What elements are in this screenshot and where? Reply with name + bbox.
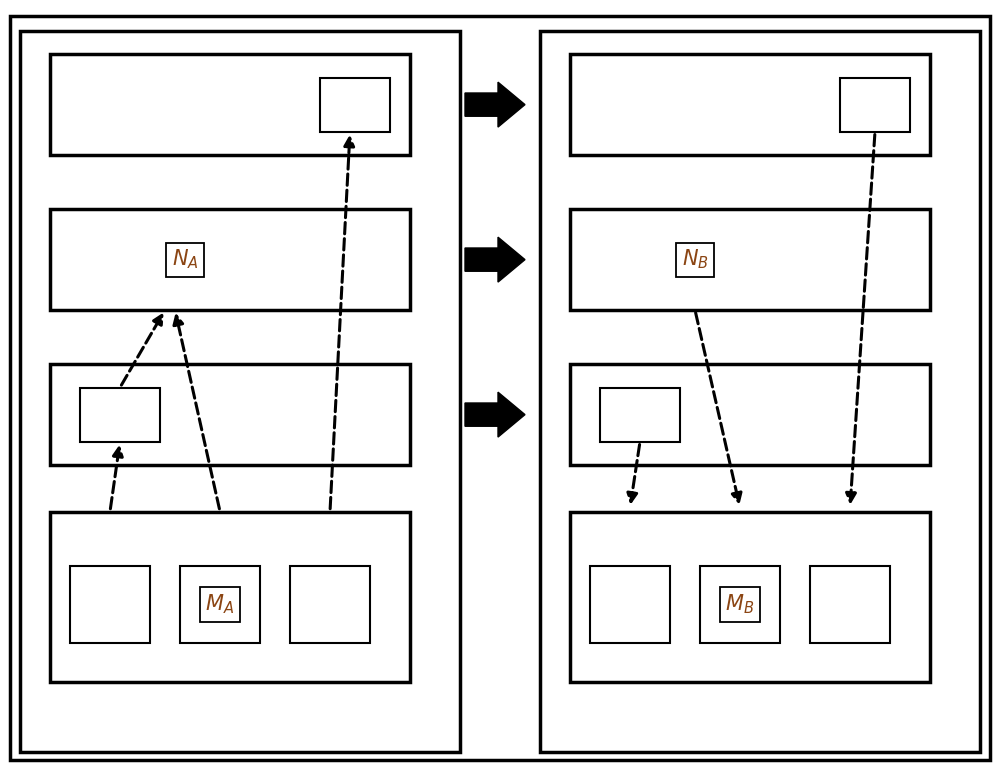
- Bar: [290, 566, 370, 643]
- Bar: [50, 364, 410, 465]
- Polygon shape: [465, 392, 525, 437]
- Bar: [50, 54, 410, 155]
- Bar: [50, 209, 410, 310]
- Bar: [570, 209, 930, 310]
- Bar: [180, 566, 260, 643]
- Bar: [320, 78, 390, 132]
- Bar: [570, 364, 930, 465]
- Polygon shape: [465, 237, 525, 282]
- Bar: [540, 31, 980, 752]
- Text: $M_A$: $M_A$: [205, 593, 235, 616]
- Text: $N_B$: $N_B$: [682, 248, 708, 271]
- Bar: [570, 512, 930, 682]
- Bar: [70, 566, 150, 643]
- Bar: [590, 566, 670, 643]
- Polygon shape: [465, 82, 525, 127]
- Bar: [80, 388, 160, 442]
- Bar: [570, 54, 930, 155]
- Text: $N_A$: $N_A$: [172, 248, 198, 271]
- Bar: [50, 512, 410, 682]
- Bar: [600, 388, 680, 442]
- Bar: [700, 566, 780, 643]
- Bar: [840, 78, 910, 132]
- Bar: [810, 566, 890, 643]
- Text: $M_B$: $M_B$: [725, 593, 755, 616]
- Bar: [20, 31, 460, 752]
